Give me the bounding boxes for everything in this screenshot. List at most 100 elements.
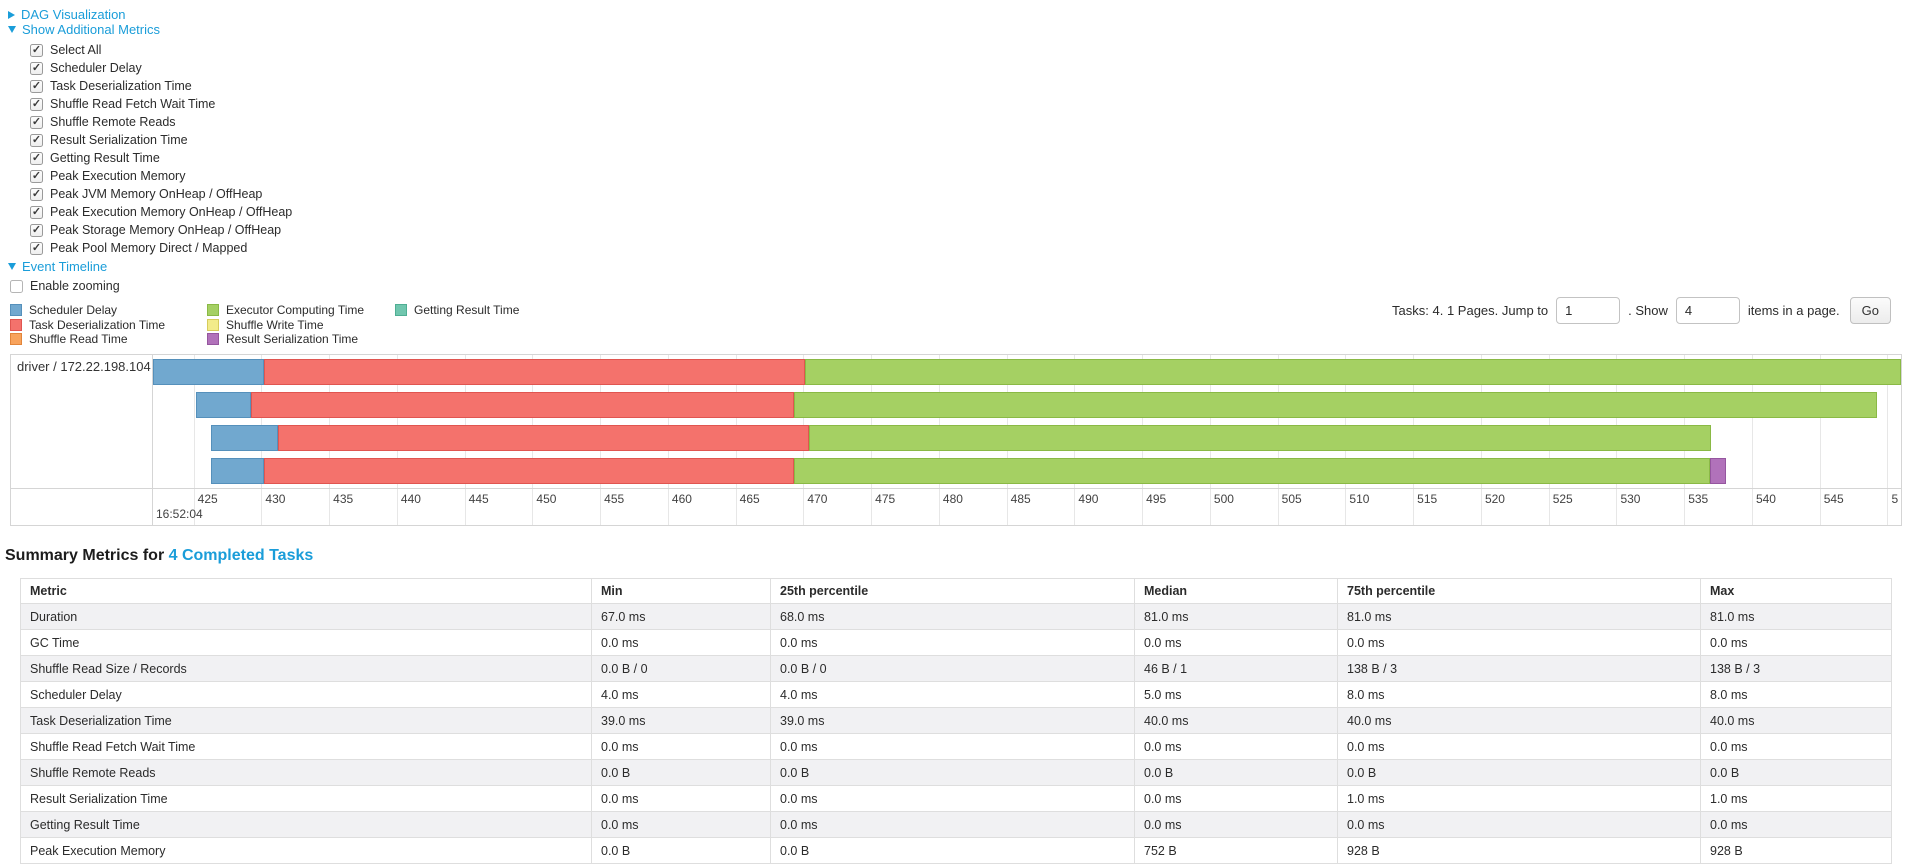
table-cell: 0.0 B (770, 837, 1135, 864)
task-bar-segment-task_deserialization[interactable] (264, 458, 794, 484)
expanded-arrow-icon (8, 26, 16, 33)
table-row: Duration 67.0 ms 68.0 ms 81.0 ms 81.0 ms 81.0… (20, 603, 1892, 630)
table-header-cell: Min (591, 578, 771, 604)
table-row: Result Serialization Time 0.0 ms 0.0 ms 0.0… (20, 785, 1892, 812)
legend-item-getting_result: Getting Result Time (395, 303, 519, 318)
table-cell: Shuffle Read Size / Records (20, 655, 592, 682)
pagination-mid-text: . Show (1628, 303, 1668, 318)
metric-checkbox[interactable] (30, 43, 43, 57)
dag-visualization-link[interactable]: DAG Visualization (21, 7, 126, 22)
metric-checkbox[interactable] (30, 133, 43, 147)
table-cell: 0.0 ms (1700, 629, 1892, 656)
stage-page-controls: DAG Visualization Show Additional Metric… (0, 0, 1907, 294)
metric-checkbox[interactable] (30, 115, 43, 129)
axis-tick-label: 480 (942, 492, 963, 506)
table-cell: 4.0 ms (591, 681, 771, 708)
axis-tick-label: 445 (468, 492, 489, 506)
metric-checkbox[interactable] (30, 61, 43, 75)
task-bar-segment-executor_computing[interactable] (808, 425, 1712, 451)
task-bar-segment-task_deserialization[interactable] (250, 392, 794, 418)
legend-item-label: Task Deserialization Time (29, 317, 166, 332)
task-bar-segment-scheduler_delay[interactable] (196, 392, 251, 418)
table-cell: 0.0 ms (770, 785, 1135, 812)
metric-checkbox-row: Peak Execution Memory (30, 167, 1907, 185)
task-bar-segment-scheduler_delay[interactable] (211, 425, 278, 451)
legend-item-shuffle_read: Shuffle Read Time (10, 332, 207, 347)
table-header-cell: 25th percentile (770, 578, 1135, 604)
metric-checkbox-row: Peak Storage Memory OnHeap / OffHeap (30, 221, 1907, 239)
axis-tick-label: 505 (1281, 492, 1302, 506)
table-row: Getting Result Time 0.0 ms 0.0 ms 0.0 ms 0.0… (20, 811, 1892, 838)
show-additional-metrics-toggle[interactable]: Show Additional Metrics (8, 22, 1907, 37)
metric-checkbox-label: Peak Pool Memory Direct / Mapped (50, 241, 248, 255)
metric-checkbox[interactable] (30, 187, 43, 201)
metric-checkbox[interactable] (30, 169, 43, 183)
enable-zooming-row: Enable zooming (10, 278, 1907, 294)
summary-metrics-title: Summary Metrics for 4 Completed Tasks (5, 547, 1907, 565)
metric-checkbox-row: Peak Pool Memory Direct / Mapped (30, 239, 1907, 257)
table-cell: 0.0 ms (1700, 733, 1892, 760)
metric-checkbox-label: Peak Execution Memory (50, 169, 186, 183)
task-bar-segment-task_deserialization[interactable] (277, 425, 809, 451)
table-cell: Shuffle Read Fetch Wait Time (20, 733, 592, 760)
table-cell: Getting Result Time (20, 811, 592, 838)
metric-checkbox-label: Task Deserialization Time (50, 79, 192, 93)
metric-checkbox[interactable] (30, 151, 43, 165)
task-bar-segment-executor_computing[interactable] (793, 458, 1710, 484)
metric-checkbox-row: Getting Result Time (30, 149, 1907, 167)
axis-tick-label: 530 (1620, 492, 1641, 506)
event-timeline-link[interactable]: Event Timeline (22, 259, 108, 274)
legend-item-label: Executor Computing Time (226, 303, 365, 318)
table-cell: Peak Execution Memory (20, 837, 592, 864)
timeline-axis-separator (11, 488, 1901, 489)
shuffle_write-swatch-icon (207, 318, 219, 331)
executor_computing-swatch-icon (207, 304, 219, 317)
enable-zooming-checkbox[interactable] (10, 279, 23, 293)
task-bar-segment-task_deserialization[interactable] (264, 359, 805, 385)
timeline-group-column: driver / 172.22.198.104 (11, 355, 153, 525)
legend-column: Scheduler Delay Task Deserialization Time… (10, 303, 207, 347)
task-bar-segment-executor_computing[interactable] (793, 392, 1877, 418)
table-cell: 0.0 ms (591, 811, 771, 838)
table-cell: 928 B (1337, 837, 1701, 864)
task-bar-segment-scheduler_delay[interactable] (211, 458, 265, 484)
metric-checkbox-label: Select All (50, 43, 102, 57)
show-additional-metrics-link[interactable]: Show Additional Metrics (22, 22, 161, 37)
metric-checkbox[interactable] (30, 205, 43, 219)
metric-checkbox[interactable] (30, 241, 43, 255)
go-button[interactable]: Go (1849, 297, 1891, 324)
items-per-page-input[interactable] (1675, 297, 1740, 324)
metric-checkbox-label: Shuffle Remote Reads (50, 115, 176, 129)
axis-tick-label: 425 (197, 492, 218, 506)
legend-item-label: Result Serialization Time (226, 332, 359, 347)
legend-item-task_deserialization: Task Deserialization Time (10, 318, 207, 333)
table-row: Shuffle Read Size / Records 0.0 B / 0 0.0 … (20, 655, 1892, 682)
jump-to-page-input[interactable] (1556, 297, 1621, 324)
table-cell: 4.0 ms (770, 681, 1135, 708)
table-cell: 46 B / 1 (1134, 655, 1338, 682)
task-bar-segment-scheduler_delay[interactable] (153, 359, 265, 385)
dag-visualization-toggle[interactable]: DAG Visualization (8, 7, 1907, 22)
table-cell: 752 B (1134, 837, 1338, 864)
completed-tasks-link[interactable]: 4 Completed Tasks (168, 547, 314, 564)
table-cell: 0.0 B (1337, 759, 1701, 786)
task-bar-segment-result_serialization[interactable] (1709, 458, 1727, 484)
legend-column: Executor Computing Time Shuffle Write Tim… (207, 303, 395, 347)
table-cell: 40.0 ms (1700, 707, 1892, 734)
metric-checkbox[interactable] (30, 223, 43, 237)
table-cell: 0.0 ms (591, 733, 771, 760)
summary-title-text: Summary Metrics for (5, 547, 165, 564)
metric-checkbox-label: Peak Execution Memory OnHeap / OffHeap (50, 205, 293, 219)
task-bar-segment-executor_computing[interactable] (804, 359, 1901, 385)
table-header-row: Metric Min 25th percentile Median 75th perce… (20, 578, 1892, 604)
metric-checkbox[interactable] (30, 97, 43, 111)
legend-item-label: Shuffle Write Time (226, 317, 324, 332)
metric-checkbox-row: Shuffle Read Fetch Wait Time (30, 95, 1907, 113)
axis-tick-label: 470 (807, 492, 828, 506)
axis-tick-label: 535 (1688, 492, 1709, 506)
table-cell: 0.0 ms (1700, 811, 1892, 838)
table-cell: 67.0 ms (591, 603, 771, 630)
event-timeline-toggle[interactable]: Event Timeline (8, 259, 1907, 274)
metric-checkbox[interactable] (30, 79, 43, 93)
axis-major-time-label: 16:52:04 (156, 507, 203, 521)
